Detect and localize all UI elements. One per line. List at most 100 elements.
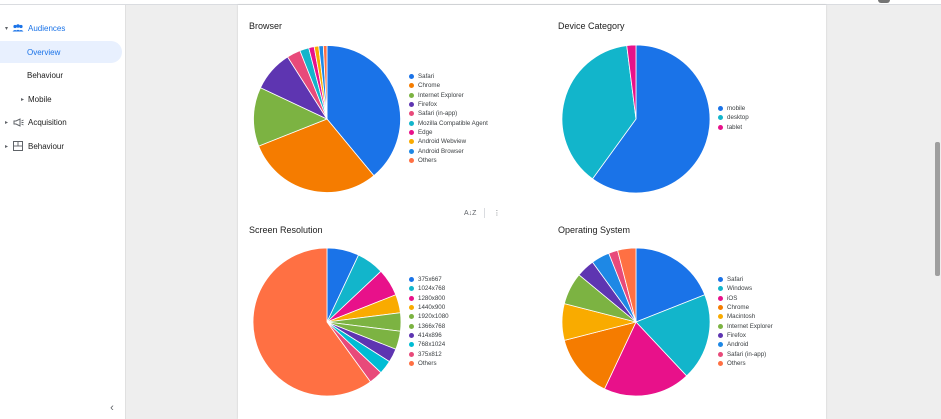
legend-swatch xyxy=(718,106,723,112)
legend-item-internet-explorer[interactable]: Internet Explorer xyxy=(409,91,488,100)
pie-slice-tablet[interactable] xyxy=(626,44,637,120)
legend-label: Android Webview xyxy=(418,138,467,146)
legend-item-macintosh[interactable]: Macintosh xyxy=(718,312,773,321)
legend-item-windows[interactable]: Windows xyxy=(718,284,773,293)
legend-item-safari[interactable]: Safari xyxy=(409,72,488,81)
sidebar-item-behaviour[interactable]: ▸ Behaviour xyxy=(5,135,64,157)
chart-title-browser: Browser xyxy=(249,21,283,31)
pie-slice-internet-explorer[interactable] xyxy=(253,87,329,147)
legend-item-ios[interactable]: iOS xyxy=(718,294,773,303)
legend-swatch xyxy=(409,148,414,154)
legend-browser: Safari Chrome Internet Explorer Firefox Safa… xyxy=(409,72,488,165)
legend-swatch xyxy=(718,323,723,329)
sidebar-item-behaviour-sub[interactable]: Behaviour xyxy=(27,64,63,86)
legend-item-safari[interactable]: Safari xyxy=(718,275,773,284)
pie-slice-chrome[interactable] xyxy=(258,118,375,193)
legend-label: Safari xyxy=(727,276,744,284)
legend-swatch xyxy=(409,351,414,357)
legend-item-android-browser[interactable]: Android Browser xyxy=(409,146,488,155)
legend-swatch xyxy=(409,157,414,163)
page-scrollbar[interactable] xyxy=(935,142,940,276)
legend-label: Others xyxy=(418,359,437,367)
pie-slice-others[interactable] xyxy=(252,247,372,397)
legend-item-safari-in-app[interactable]: Safari (in-app) xyxy=(409,109,488,118)
audience-icon xyxy=(12,23,24,33)
legend-swatch xyxy=(409,111,414,117)
pie-chart-browser[interactable] xyxy=(250,42,404,196)
legend-label: Safari (in-app) xyxy=(418,110,458,118)
legend-item-768x1024[interactable]: 768x1024 xyxy=(409,340,449,349)
legend-item-android-webview[interactable]: Android Webview xyxy=(409,137,488,146)
sidebar-item-overview[interactable]: Overview xyxy=(0,41,122,63)
pie-slice-mobile[interactable] xyxy=(591,44,711,194)
chart-title-screen-resolution: Screen Resolution xyxy=(249,225,323,235)
chevron-down-icon: ▾ xyxy=(5,25,9,32)
pie-slice-windows[interactable] xyxy=(635,294,711,377)
chevron-right-icon: ▸ xyxy=(5,143,9,150)
legend-item-1440x900[interactable]: 1440x900 xyxy=(409,303,449,312)
pie-slice-ios[interactable] xyxy=(603,321,688,397)
pie-slice-desktop[interactable] xyxy=(561,45,637,180)
legend-item-1024x768[interactable]: 1024x768 xyxy=(409,284,449,293)
legend-item-chrome[interactable]: Chrome xyxy=(409,81,488,90)
legend-item-edge[interactable]: Edge xyxy=(409,128,488,137)
sidebar-item-label: Overview xyxy=(27,47,61,57)
legend-item-414x896[interactable]: 414x896 xyxy=(409,331,449,340)
legend-label: Safari xyxy=(418,73,435,81)
legend-swatch xyxy=(718,351,723,357)
pie-chart-screen-resolution[interactable] xyxy=(250,245,404,399)
collapse-sidebar-button[interactable]: ‹ xyxy=(105,401,119,415)
legend-label: Internet Explorer xyxy=(418,91,464,99)
legend-label: Chrome xyxy=(418,82,441,90)
legend-item-tablet[interactable]: tablet xyxy=(718,123,749,132)
legend-item-others[interactable]: Others xyxy=(409,359,449,368)
more-options-icon[interactable]: ⋮ xyxy=(493,210,501,217)
legend-item-375x667[interactable]: 375x667 xyxy=(409,275,449,284)
pie-chart-device-category[interactable] xyxy=(559,42,713,196)
legend-swatch xyxy=(409,83,414,89)
legend-item-firefox[interactable]: Firefox xyxy=(718,331,773,340)
legend-label: Firefox xyxy=(418,101,437,109)
legend-swatch xyxy=(718,277,723,283)
legend-label: 1280x800 xyxy=(418,294,446,302)
legend-item-1920x1080[interactable]: 1920x1080 xyxy=(409,312,449,321)
legend-label: 1366x768 xyxy=(418,322,446,330)
sort-az-icon[interactable]: A↓Z xyxy=(464,209,477,217)
pie-chart-operating-system[interactable] xyxy=(559,245,713,399)
chevron-left-icon: ‹ xyxy=(110,402,114,414)
legend-item-1366x768[interactable]: 1366x768 xyxy=(409,321,449,330)
legend-swatch xyxy=(718,124,723,130)
legend-item-desktop[interactable]: desktop xyxy=(718,113,749,122)
pie-slice-others[interactable] xyxy=(617,247,637,323)
legend-item-chrome[interactable]: Chrome xyxy=(718,303,773,312)
legend-item-375x812[interactable]: 375x812 xyxy=(409,349,449,358)
legend-swatch xyxy=(409,305,414,311)
legend-label: 375x667 xyxy=(418,276,442,284)
legend-item-android[interactable]: Android xyxy=(718,340,773,349)
pie-slice-safari[interactable] xyxy=(635,247,706,323)
legend-item-1280x800[interactable]: 1280x800 xyxy=(409,294,449,303)
legend-swatch xyxy=(409,295,414,301)
legend-item-others[interactable]: Others xyxy=(409,156,488,165)
legend-item-others[interactable]: Others xyxy=(718,359,773,368)
chart-title-operating-system: Operating System xyxy=(558,225,631,235)
sidebar-item-audiences[interactable]: ▾ Audiences xyxy=(5,17,65,39)
legend-item-firefox[interactable]: Firefox xyxy=(409,100,488,109)
sidebar-item-mobile[interactable]: ▸ Mobile xyxy=(21,88,52,110)
pie-slice-others[interactable] xyxy=(322,45,328,120)
legend-item-internet-explorer[interactable]: Internet Explorer xyxy=(718,321,773,330)
legend-item-safari-in-app[interactable]: Safari (in-app) xyxy=(718,349,773,358)
pie-slice-safari[interactable] xyxy=(326,45,401,177)
legend-label: 1440x900 xyxy=(418,304,446,312)
legend-item-mobile[interactable]: mobile xyxy=(718,104,749,113)
legend-item-mozilla-compatible-agent[interactable]: Mozilla Compatible Agent xyxy=(409,118,488,127)
legend-swatch xyxy=(718,342,723,348)
sidebar-item-label: Behaviour xyxy=(28,141,65,151)
sidebar-item-label: Mobile xyxy=(28,94,52,104)
legend-label: 414x896 xyxy=(418,331,442,339)
legend-label: 375x812 xyxy=(418,350,442,358)
sidebar-item-acquisition[interactable]: ▸ Acquisition xyxy=(5,111,67,133)
legend-swatch xyxy=(409,314,414,320)
legend-label: Safari (in-app) xyxy=(727,350,767,358)
pie-slice-chrome[interactable] xyxy=(563,321,637,390)
